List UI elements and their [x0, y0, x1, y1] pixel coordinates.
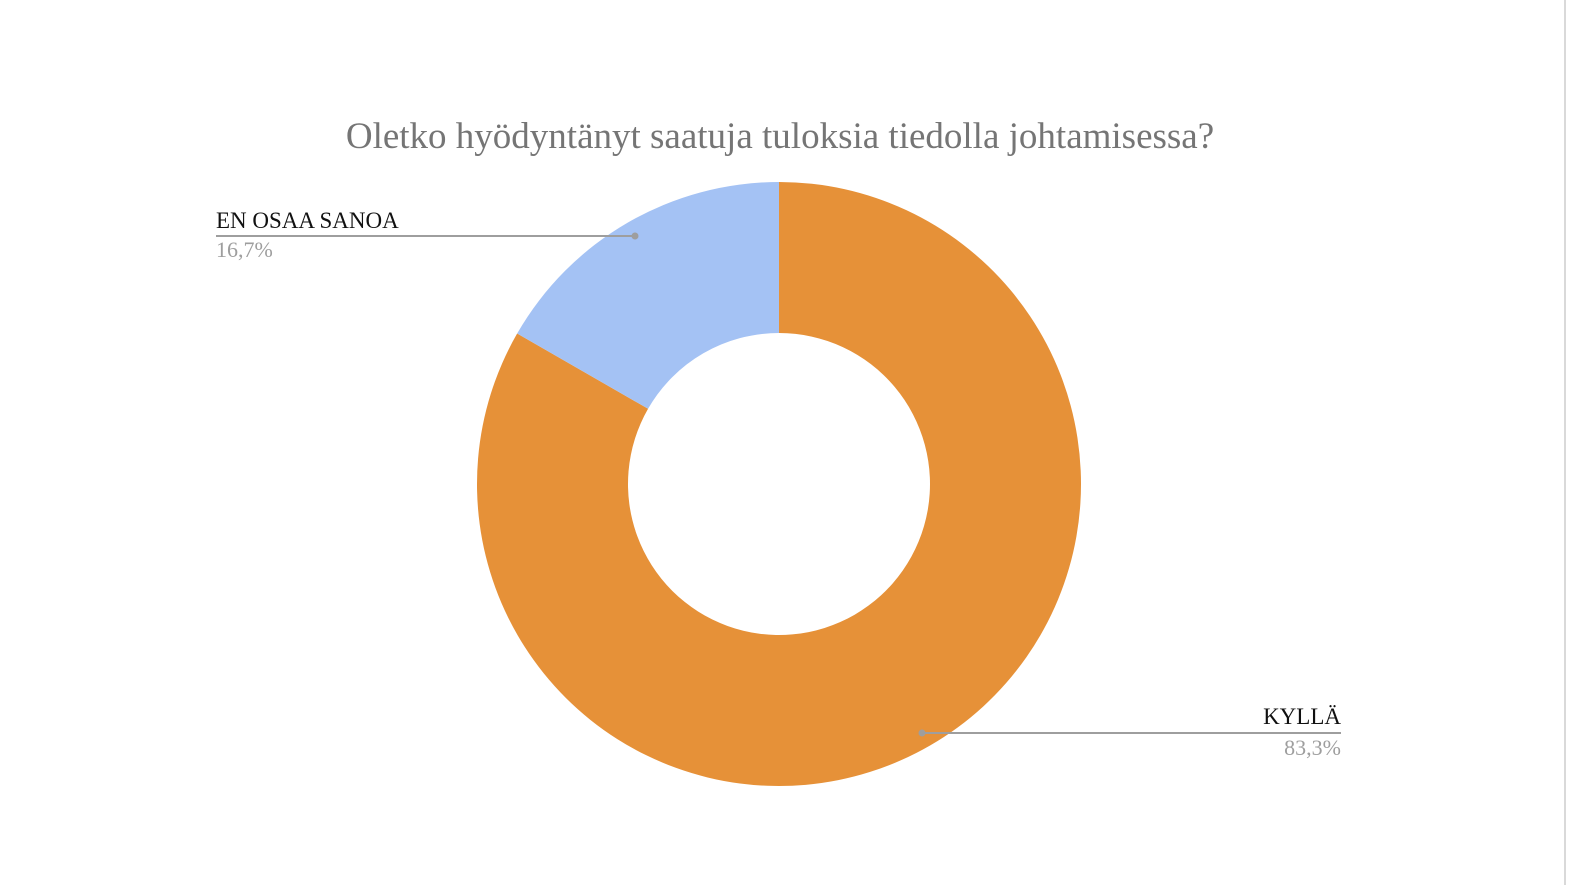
slice-percentage: 83,3%: [1284, 735, 1341, 760]
chart-title: Oletko hyödyntänyt saatuja tuloksia tied…: [346, 116, 1214, 157]
page-edge-divider: [1564, 0, 1566, 885]
leader-dot: [631, 232, 639, 240]
slice-label: KYLLÄ: [1263, 704, 1341, 729]
slice-percentage: 16,7%: [216, 237, 273, 262]
slice-labels: KYLLÄ 83,3% EN OSAA SANOA 16,7%: [216, 208, 1341, 760]
leader-dot: [918, 729, 926, 737]
slice-kyllä: [476, 182, 1081, 786]
slice-label: EN OSAA SANOA: [216, 208, 399, 233]
slice-en-osaa-sanoa: [517, 181, 779, 409]
donut-slices: [476, 181, 1081, 786]
